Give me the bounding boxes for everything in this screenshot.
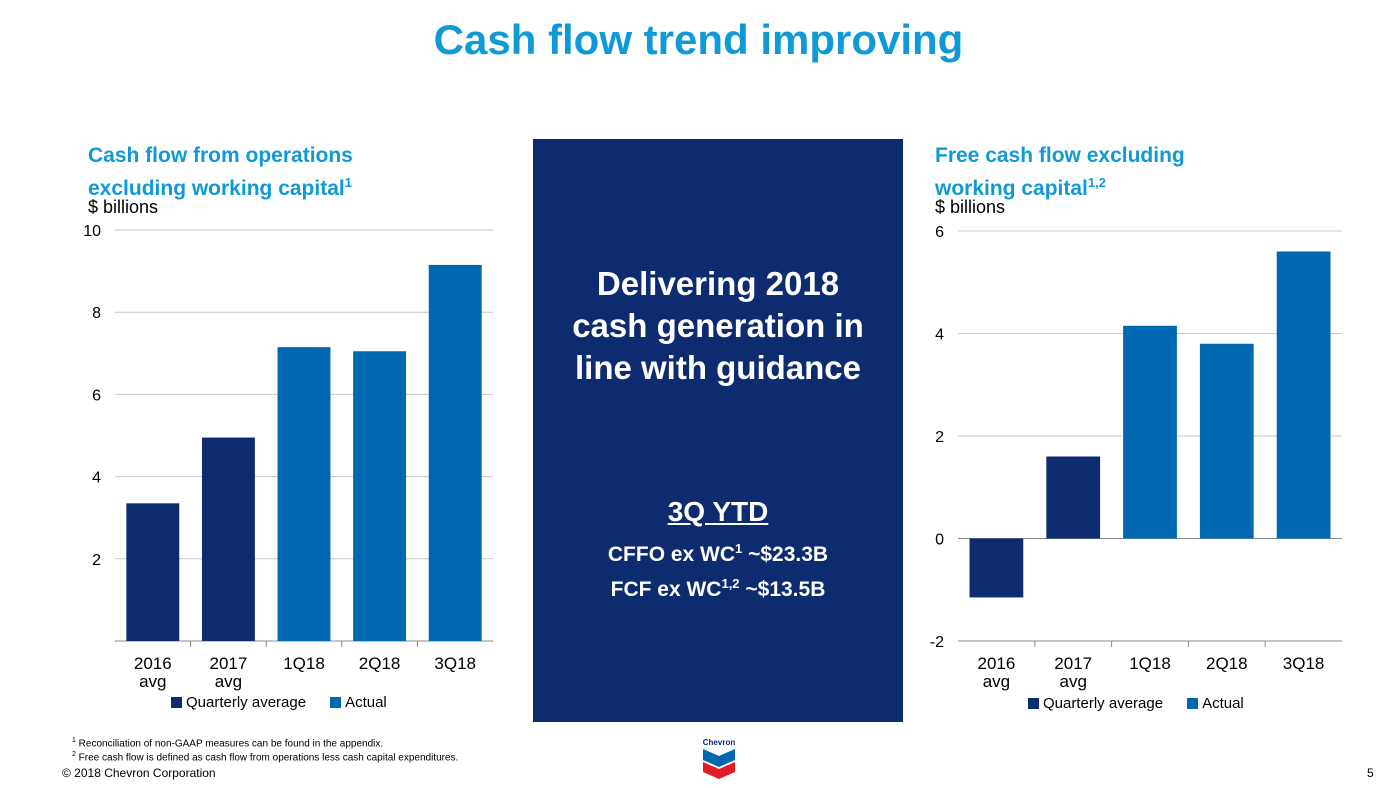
bar <box>1276 251 1331 539</box>
right-chart-legend: Quarterly average Actual <box>1028 695 1262 712</box>
bar <box>428 264 482 641</box>
left-chart-legend: Quarterly average Actual <box>171 694 405 711</box>
center-fcf-sup: 1,2 <box>721 576 740 591</box>
footnote-1: 1 Reconciliation of non-GAAP measures ca… <box>72 737 383 749</box>
right-chart-title-sup: 1,2 <box>1087 175 1106 190</box>
legend-label-actual: Actual <box>345 694 387 711</box>
y-tick-label: -2 <box>930 634 944 651</box>
bar <box>201 437 255 641</box>
x-tick-label: avg <box>215 672 242 691</box>
legend-item-quarterly-average: Quarterly average <box>171 694 306 711</box>
bar <box>1046 456 1101 539</box>
center-headline-line3: line with guidance <box>574 349 862 386</box>
center-cffo-prefix: CFFO ex WC <box>607 543 736 566</box>
left-chart-title-sup: 1 <box>344 175 352 190</box>
bar <box>353 351 407 641</box>
page-title: Cash flow trend improving <box>433 16 964 63</box>
left-chart-unit: $ billions <box>88 197 159 217</box>
right-chart-title-line2: working capital <box>935 177 1088 200</box>
y-tick-label: 10 <box>83 223 101 240</box>
center-headline-line1: Delivering 2018 <box>596 265 840 302</box>
center-fcf-line: FCF ex WC1,2 ~$13.5B <box>533 576 903 602</box>
legend-swatch-quarterly-average <box>1028 698 1039 709</box>
footnote-2: 2 Free cash flow is defined as cash flow… <box>72 751 458 763</box>
legend-label-quarterly-average: Quarterly average <box>186 694 307 711</box>
center-headline: Delivering 2018 cash generation in line … <box>533 263 903 389</box>
legend-label-actual: Actual <box>1202 695 1244 712</box>
x-tick-label: 2017 <box>209 654 247 673</box>
footnote-2-text: Free cash flow is defined as cash flow f… <box>75 752 459 764</box>
chevron-logo-icon: Chevron <box>703 738 736 779</box>
center-cffo-line: CFFO ex WC1 ~$23.3B <box>533 541 903 567</box>
legend-item-actual: Actual <box>330 694 387 711</box>
center-fcf-prefix: FCF ex WC <box>610 578 722 601</box>
legend-item-quarterly-average: Quarterly average <box>1028 695 1163 712</box>
bar <box>126 503 180 641</box>
y-tick-label: 8 <box>92 305 101 322</box>
x-tick-label: avg <box>139 672 166 691</box>
y-tick-label: 4 <box>935 327 944 344</box>
left-chart-title-line1: Cash flow from operations <box>88 144 353 167</box>
x-tick-label: 2016 <box>977 654 1015 673</box>
left-chart-title-line2: excluding working capital <box>88 177 345 200</box>
legend-item-actual: Actual <box>1187 695 1244 712</box>
x-tick-label: 3Q18 <box>434 654 476 673</box>
left-chart-title: Cash flow from operations excluding work… <box>88 142 353 202</box>
legend-label-quarterly-average: Quarterly average <box>1043 695 1164 712</box>
right-chart-unit: $ billions <box>935 197 1006 217</box>
right-chart-title: Free cash flow excluding working capital… <box>935 142 1185 202</box>
legend-swatch-actual <box>1187 698 1199 709</box>
legend-swatch-quarterly-average <box>171 697 182 708</box>
y-tick-label: 2 <box>92 552 101 569</box>
y-tick-label: 2 <box>935 429 944 446</box>
center-cffo-value: ~$23.3B <box>742 543 829 566</box>
y-tick-label: 0 <box>935 532 944 549</box>
center-cffo-sup: 1 <box>735 541 743 556</box>
center-headline-line2: cash generation in <box>572 307 864 344</box>
bar <box>1199 343 1254 539</box>
center-subhead: 3Q YTD <box>667 496 769 527</box>
y-tick-label: 6 <box>92 387 101 404</box>
legend-swatch-actual <box>330 697 342 708</box>
center-fcf-value: ~$13.5B <box>739 578 826 601</box>
x-tick-label: 2Q18 <box>1206 654 1248 673</box>
copyright: © 2018 Chevron Corporation <box>62 766 216 780</box>
center-callout-box: Delivering 2018 cash generation in line … <box>533 139 903 722</box>
y-tick-label: 4 <box>92 470 101 487</box>
footnote-1-sup: 1 <box>72 737 76 744</box>
right-chart-title-line1: Free cash flow excluding <box>935 144 1185 167</box>
bar <box>277 347 331 641</box>
logo-text: Chevron <box>703 738 736 747</box>
bar <box>969 538 1024 598</box>
x-tick-label: 2Q18 <box>359 654 401 673</box>
bar <box>1123 325 1177 539</box>
x-tick-label: 1Q18 <box>283 654 325 673</box>
y-tick-label: 6 <box>935 224 944 241</box>
page-number: 5 <box>1367 766 1374 780</box>
x-tick-label: avg <box>1059 672 1086 691</box>
x-tick-label: 3Q18 <box>1283 654 1325 673</box>
x-tick-label: 1Q18 <box>1129 654 1171 673</box>
x-tick-label: avg <box>983 672 1010 691</box>
x-tick-label: 2017 <box>1054 654 1092 673</box>
footnote-2-sup: 2 <box>72 751 76 758</box>
footnote-1-text: Reconciliation of non-GAAP measures can … <box>75 738 384 750</box>
x-tick-label: 2016 <box>134 654 172 673</box>
